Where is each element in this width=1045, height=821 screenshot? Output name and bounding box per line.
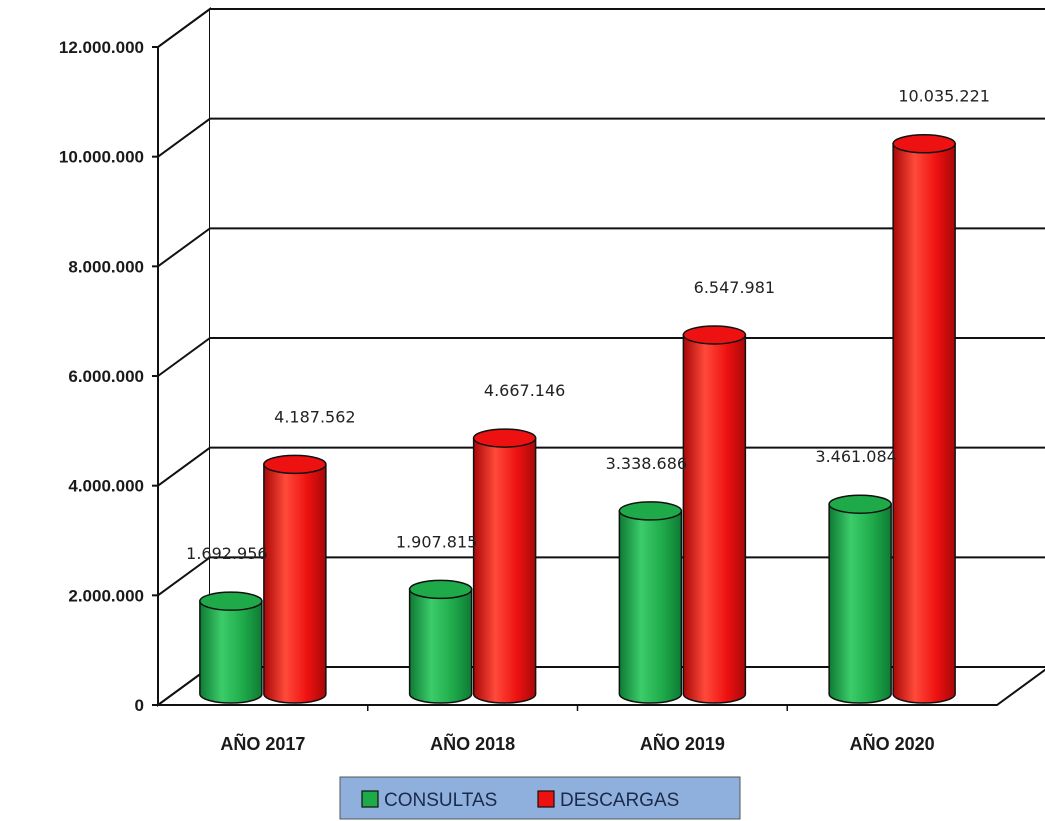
x-tick-label-2: AÑO 2019 <box>640 733 725 754</box>
data-label-descargas-0: 4.187.562 <box>274 407 355 426</box>
bars <box>199 133 956 704</box>
y-tick-label-5: 10.000.000 <box>59 148 144 167</box>
x-tick-label-1: AÑO 2018 <box>430 733 515 754</box>
legend-swatch-1 <box>537 790 555 808</box>
data-labels: 1.692.956 4.187.562 1.907.815 4.667.146 3.33… <box>186 87 990 563</box>
data-label-consultas-1: 1.907.815 <box>396 532 477 551</box>
legend-swatch-0 <box>361 790 379 808</box>
gridline-2 <box>157 446 1045 487</box>
y-axis-ticks: 0 2.000.000 4.000.000 6.000.000 8.000.000 10.… <box>59 38 158 715</box>
gridline-6 <box>157 8 1045 48</box>
bar-top <box>682 325 747 345</box>
bar-descargas-3 <box>892 133 956 704</box>
gridline-5 <box>157 117 1045 158</box>
x-tick-label-0: AÑO 2017 <box>220 733 305 754</box>
bar-consultas-0 <box>199 591 263 704</box>
bar-body <box>263 463 327 704</box>
data-label-consultas-0: 1.692.956 <box>186 544 267 563</box>
gridlines <box>157 8 1045 706</box>
bar-body <box>199 600 263 704</box>
data-label-consultas-2: 3.338.686 <box>606 454 687 473</box>
bar-descargas-1 <box>472 428 537 704</box>
y-tick-label-3: 6.000.000 <box>68 367 144 386</box>
bar-consultas-1 <box>408 579 473 704</box>
bar-body <box>472 437 537 704</box>
y-tick-label-4: 8.000.000 <box>68 257 144 276</box>
bar-descargas-0 <box>263 454 327 704</box>
gridline-1 <box>157 556 1045 597</box>
x-axis-ticks: AÑO 2017 AÑO 2018 AÑO 2019 AÑO 2020 <box>220 705 935 754</box>
bar-top <box>472 428 537 448</box>
bar-top <box>199 591 263 611</box>
bar-top <box>892 133 956 154</box>
bar-body <box>618 510 683 704</box>
legend-label-0: CONSULTAS <box>384 790 497 811</box>
bar-body <box>682 334 747 704</box>
bar-descargas-2 <box>682 325 747 704</box>
y-tick-label-6: 12.000.000 <box>59 38 144 57</box>
legend-label-1: DESCARGAS <box>560 790 679 811</box>
data-label-descargas-1: 4.667.146 <box>484 381 565 400</box>
data-label-descargas-2: 6.547.981 <box>694 278 775 297</box>
bar-body <box>408 588 473 704</box>
y-tick-label-1: 2.000.000 <box>68 586 144 605</box>
bar-consultas-3 <box>828 494 892 704</box>
bar-body <box>892 142 956 704</box>
data-label-descargas-3: 10.035.221 <box>898 87 990 106</box>
legend: CONSULTAS DESCARGAS <box>339 776 741 820</box>
x-tick-label-3: AÑO 2020 <box>850 733 935 754</box>
y-tick-label-2: 4.000.000 <box>68 477 144 496</box>
bar-body <box>828 503 892 704</box>
gridline-4 <box>157 227 1045 268</box>
bar-top <box>828 494 892 514</box>
bar-top <box>263 454 327 475</box>
bar-consultas-2 <box>618 501 683 704</box>
gridline-3 <box>157 337 1045 377</box>
bar-top <box>408 579 473 600</box>
data-label-consultas-3: 3.461.084 <box>815 447 896 466</box>
bar-top <box>618 501 683 521</box>
y-tick-label-0: 0 <box>135 696 144 715</box>
